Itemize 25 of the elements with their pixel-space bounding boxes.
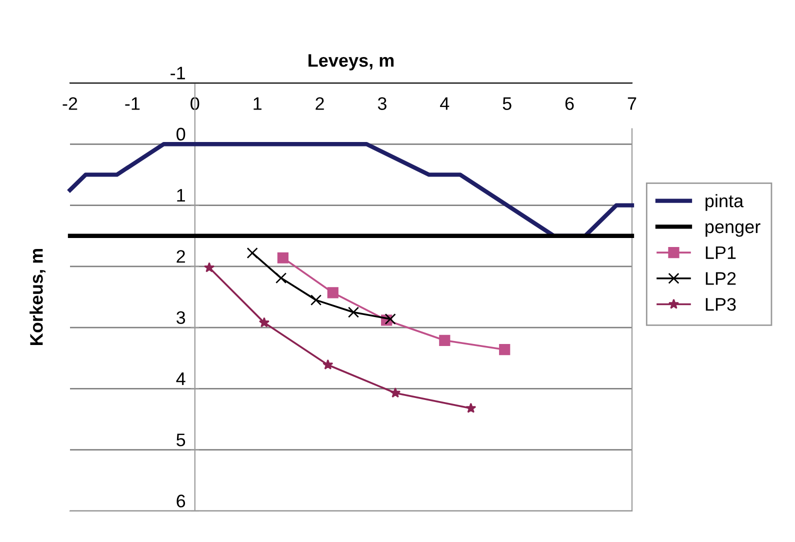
- x-tick-label: 5: [502, 97, 512, 110]
- y-tick-label: 0: [176, 128, 186, 141]
- x-tick-label: 4: [440, 97, 450, 110]
- legend-label: LP1: [706, 246, 736, 259]
- y-tick-label: -1: [170, 66, 185, 80]
- legend-label: LP3: [706, 298, 736, 311]
- legend-label: penger: [706, 223, 760, 237]
- y-tick-label: 4: [176, 372, 186, 385]
- legend-label: pinta: [706, 194, 744, 211]
- chart-title: Leveys, m: [308, 54, 394, 70]
- x-tick-label: 0: [190, 97, 200, 110]
- x-tick-label: -1: [125, 97, 140, 110]
- y-tick-label: 2: [176, 250, 185, 263]
- y-tick-label: 5: [176, 434, 186, 446]
- x-tick-label: -2: [62, 97, 78, 110]
- x-tick-label: 3: [378, 97, 386, 110]
- y-tick-label: 3: [176, 311, 186, 324]
- x-tick-label: 1: [254, 97, 262, 110]
- legend-label: LP2: [706, 272, 736, 285]
- y-tick-label: 1: [177, 189, 185, 202]
- x-tick-label: 2: [316, 97, 324, 110]
- x-tick-label: 6: [565, 97, 574, 110]
- y-axis-title: Korkeus, m: [30, 248, 46, 345]
- x-tick-label: 7: [628, 97, 636, 110]
- y-tick-label: 6: [176, 494, 186, 508]
